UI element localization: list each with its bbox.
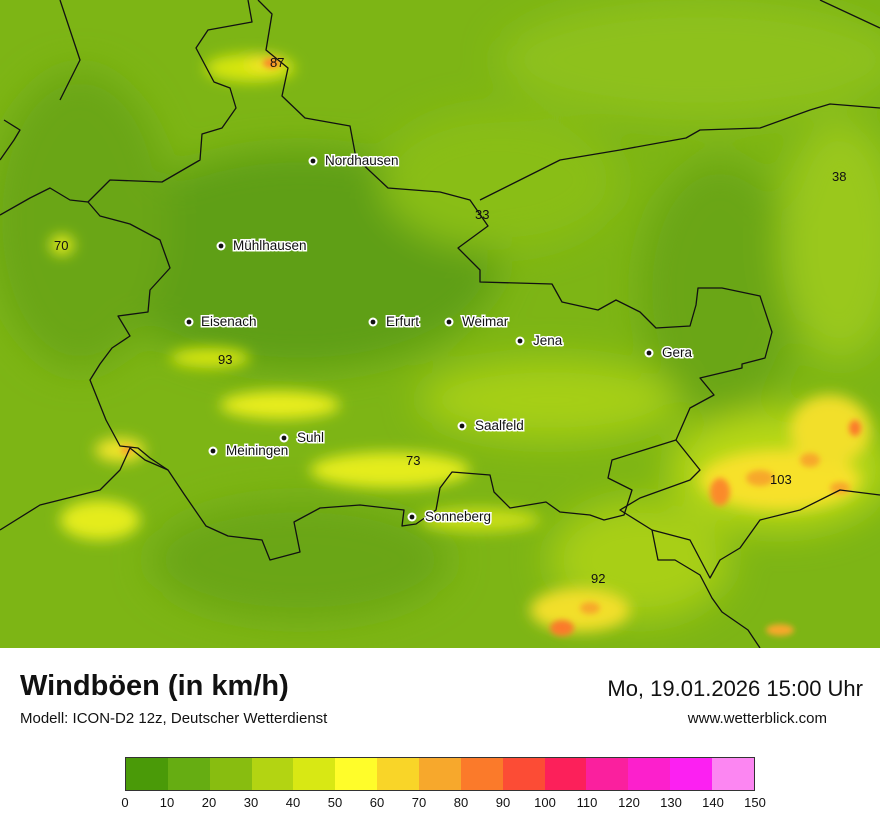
- color-scale-segment: [209, 758, 252, 790]
- color-scale-segment: [419, 758, 461, 790]
- city-gera: Gera: [644, 344, 694, 362]
- city-nordhausen: Nordhausen: [308, 152, 400, 170]
- value-labels: 87 38 33 70 93 73 103 92: [54, 55, 846, 586]
- wind-field: [0, 0, 880, 648]
- city-meiningen: Meiningen: [208, 442, 290, 460]
- color-scale-tick: 0: [121, 795, 129, 810]
- city-label: Meiningen: [226, 443, 288, 458]
- website-link[interactable]: www.wetterblick.com: [687, 710, 827, 727]
- city-jena: Jena: [515, 332, 564, 350]
- forecast-datetime: Mo, 19.01.2026 15:00 Uhr: [607, 676, 863, 701]
- value-label: 33: [475, 207, 489, 222]
- city-label: Mühlhausen: [233, 238, 307, 253]
- color-scale-tick: 120: [618, 795, 640, 810]
- color-scale-tick: 40: [285, 795, 301, 810]
- color-scale-segment: [251, 758, 294, 790]
- value-label: 38: [832, 169, 846, 184]
- color-scale-tick: 70: [411, 795, 427, 810]
- color-scale-segment: [377, 758, 420, 790]
- city-sonneberg: Sonneberg: [407, 508, 493, 526]
- model-info: Modell: ICON-D2 12z, Deutscher Wetterdie…: [20, 710, 328, 727]
- city-erfurt: Erfurt: [368, 313, 421, 331]
- city-suhl: Suhl: [279, 429, 326, 447]
- city-saalfeld: Saalfeld: [457, 417, 525, 435]
- czech-border: [651, 489, 880, 579]
- city-weimar: Weimar: [444, 313, 510, 331]
- color-scale-segment: [544, 758, 587, 790]
- footer-panel: Windböen (in km/h) Modell: ICON-D2 12z, …: [0, 648, 880, 830]
- borders: [0, 0, 880, 648]
- value-label: 92: [591, 571, 605, 586]
- hesse-border: [0, 0, 89, 216]
- wind-gust-map: Nordhausen Mühlhausen Eisenach Erfurt We…: [0, 0, 880, 648]
- city-label: Saalfeld: [475, 418, 524, 433]
- value-label: 70: [54, 238, 68, 253]
- city-eisenach: Eisenach: [184, 313, 258, 331]
- color-scale-segment: [712, 758, 754, 790]
- saxony-border: [619, 439, 761, 648]
- color-scale-tick: 60: [369, 795, 385, 810]
- color-scale: [125, 757, 755, 791]
- color-scale-segment: [670, 758, 713, 790]
- city-markers: Nordhausen Mühlhausen Eisenach Erfurt We…: [184, 152, 694, 526]
- color-scale-tick: 80: [453, 795, 469, 810]
- color-scale-segment: [586, 758, 629, 790]
- value-label: 73: [406, 453, 420, 468]
- color-scale-segment: [167, 758, 210, 790]
- city-label: Suhl: [297, 430, 324, 445]
- color-scale-tick: 10: [159, 795, 175, 810]
- value-label: 87: [270, 55, 284, 70]
- color-scale-tick: 110: [576, 795, 598, 810]
- city-label: Nordhausen: [325, 153, 399, 168]
- color-scale-segment: [628, 758, 671, 790]
- color-scale-tick: 150: [744, 795, 766, 810]
- color-scale-tick: 100: [534, 795, 556, 810]
- value-label: 103: [770, 472, 792, 487]
- value-label: 93: [218, 352, 232, 367]
- saxony-anhalt-border: [479, 0, 880, 201]
- color-scale-ticks: 0 10 20 30 40 50 60 70 80 90 100 110 120 130 140 150: [121, 795, 765, 815]
- color-scale-tick: 50: [327, 795, 343, 810]
- city-label: Gera: [662, 345, 693, 360]
- map-title: Windböen (in km/h): [20, 670, 289, 702]
- color-scale-tick: 130: [660, 795, 682, 810]
- city-label: Weimar: [462, 314, 509, 329]
- color-scale-tick: 90: [495, 795, 511, 810]
- city-label: Eisenach: [201, 314, 257, 329]
- color-scale-segment: [126, 758, 168, 790]
- city-muehlhausen: Mühlhausen: [216, 237, 308, 255]
- thuringia-border: [87, 0, 773, 561]
- city-label: Sonneberg: [425, 509, 491, 524]
- color-scale-segment: [460, 758, 503, 790]
- color-scale-segment: [502, 758, 545, 790]
- color-scale-tick: 30: [243, 795, 259, 810]
- color-scale-segment: [293, 758, 336, 790]
- bavaria-border: [0, 447, 169, 531]
- city-label: Erfurt: [386, 314, 419, 329]
- color-scale-tick: 140: [702, 795, 724, 810]
- color-scale-segment: [335, 758, 378, 790]
- color-scale-tick: 20: [201, 795, 217, 810]
- city-label: Jena: [533, 333, 563, 348]
